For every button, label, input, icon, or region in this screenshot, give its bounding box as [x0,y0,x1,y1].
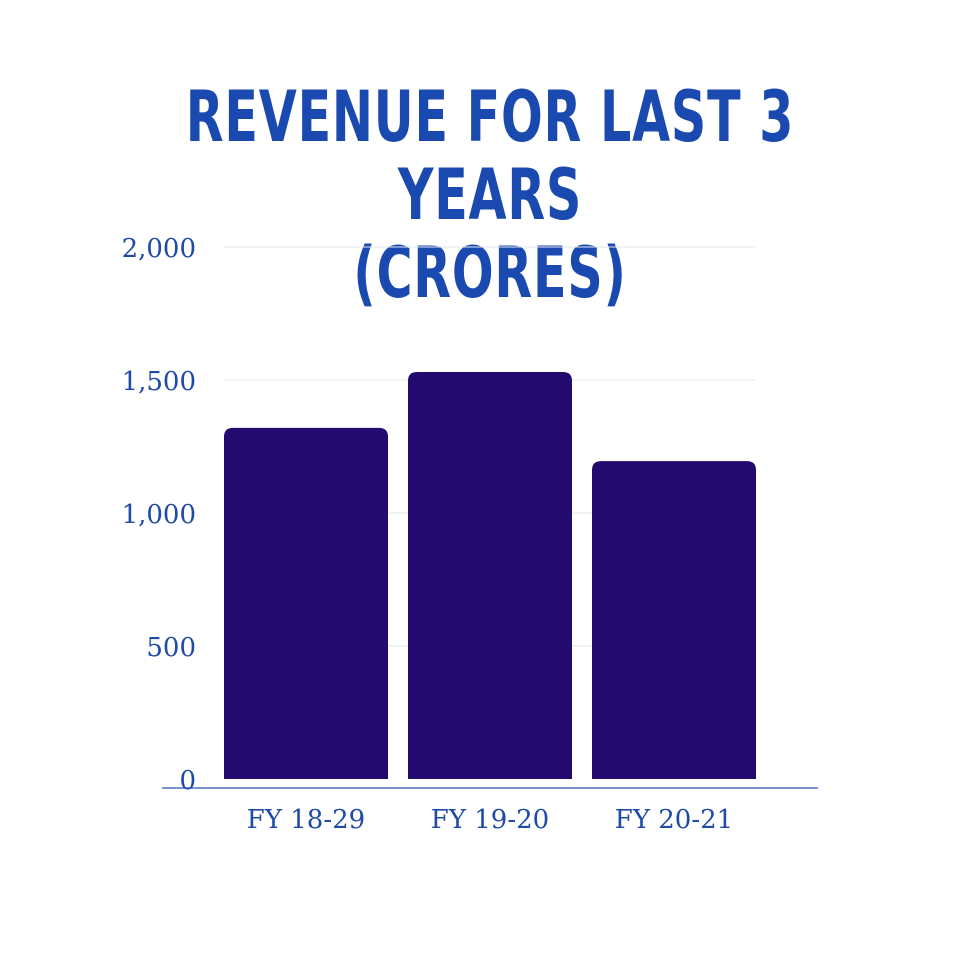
y-tick-label: 500 [146,633,196,663]
bar [592,461,756,779]
y-tick-label: 0 [179,766,196,796]
bar [224,427,388,779]
chart-title-line-1: REVENUE FOR LAST 3 YEARS [185,76,795,236]
x-category-label: FY 20-21 [615,805,733,835]
y-tick-label: 1,500 [122,367,196,397]
y-tick-label: 2,000 [122,234,196,264]
x-category-label: FY 18-29 [247,805,365,835]
y-axis-tick-labels: 0 500 1,000 1,500 2,000 [122,234,196,796]
x-category-label: FY 19-20 [431,805,549,835]
bars [224,372,756,779]
y-tick-label: 1,000 [122,500,196,530]
bar [408,372,572,779]
x-axis-category-labels: FY 18-29 FY 19-20 FY 20-21 [247,805,733,835]
